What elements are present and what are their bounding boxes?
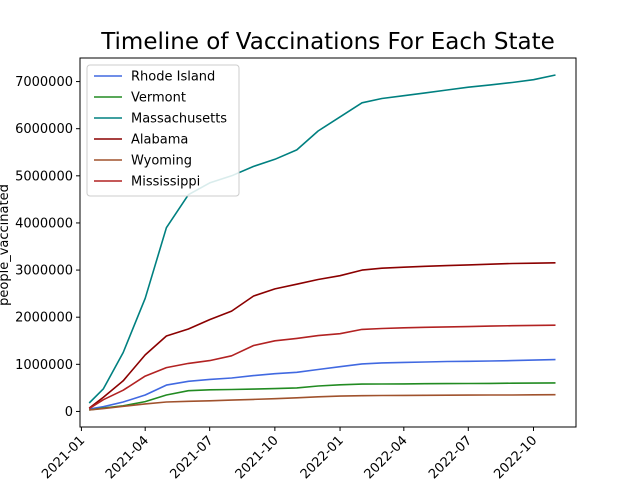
x-tick-label: 2022-10	[491, 433, 540, 480]
series-line-wyoming	[89, 393, 556, 411]
series-line-vermont	[89, 382, 556, 411]
series-line-alabama	[88, 262, 556, 409]
y-axis-label: people_vaccinated	[0, 184, 12, 306]
legend-label: Mississippi	[131, 175, 200, 190]
y-tick-label: 1000000	[15, 358, 73, 373]
x-axis: 2021-01 2021-04 2021-07 2021-10 2022-01 2022-…	[39, 427, 540, 480]
y-tick-label: 5000000	[15, 169, 73, 184]
x-tick-label: 2021-01	[39, 433, 88, 480]
y-tick-label: 3000000	[15, 264, 73, 279]
chart-title: Timeline of Vaccinations For Each State	[100, 29, 555, 55]
series-line-rhode-island	[89, 358, 556, 410]
y-tick-label: 7000000	[15, 75, 73, 90]
legend-box	[86, 64, 240, 197]
plot-frame	[79, 57, 577, 428]
legend-label: Vermont	[131, 91, 186, 106]
legend-label: Massachusetts	[131, 112, 227, 127]
x-tick-label: 2021-10	[233, 433, 282, 480]
legend-label: Wyoming	[131, 154, 192, 169]
legend-label: Rhode Island	[131, 70, 215, 85]
y-tick-label: 4000000	[15, 216, 73, 231]
y-axis: 0 1000000 2000000 3000000 4000000 5000000 6000…	[15, 75, 80, 420]
legend: Rhode Island Vermont Massachusetts Alabama W…	[86, 64, 240, 197]
y-tick-label: 0	[65, 405, 73, 420]
y-tick-label: 6000000	[15, 122, 73, 137]
x-tick-label: 2021-07	[168, 433, 217, 480]
y-tick-label: 2000000	[15, 311, 73, 326]
x-tick-label: 2022-01	[298, 433, 347, 480]
x-tick-label: 2021-04	[103, 433, 152, 480]
x-tick-label: 2022-07	[426, 433, 475, 480]
x-tick-label: 2022-04	[362, 433, 411, 480]
legend-label: Alabama	[131, 133, 188, 148]
plot-area	[79, 57, 577, 428]
series-line-massachusetts	[88, 74, 556, 404]
series-line-mississippi	[88, 324, 556, 410]
